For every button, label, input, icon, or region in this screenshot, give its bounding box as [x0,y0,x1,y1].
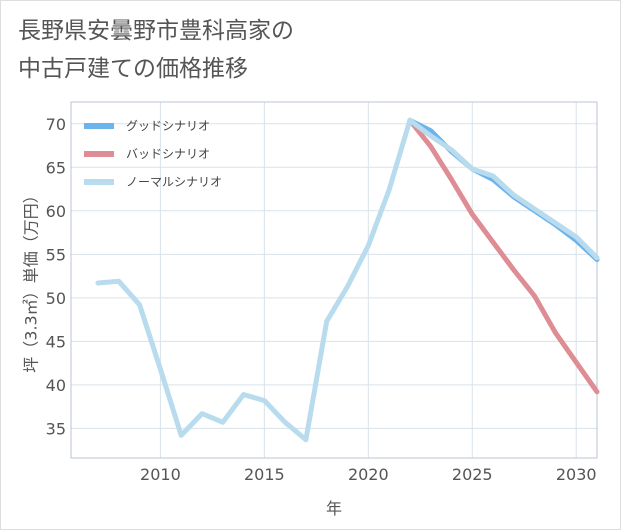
grid-lines [71,102,597,458]
chart-title-line-2: 中古戸建ての価格推移 [18,56,248,82]
y-tick-label: 45 [46,332,66,351]
y-tick-label: 55 [46,245,66,264]
chart-title: 長野県安曇野市豊科高家の 中古戸建ての価格推移 [18,12,294,88]
x-tick-label: 2025 [452,465,493,484]
x-axis-label: 年 [326,499,342,518]
series-line-normal [95,117,600,443]
x-tick-label: 2030 [556,465,597,484]
y-tick-label: 65 [46,158,66,177]
y-axis-ticks: 35 40 45 50 55 60 65 70 [46,115,66,439]
legend-good-label: グッドシナリオ [126,119,210,133]
x-axis-ticks: 2010 2015 2020 2025 2030 [140,465,597,484]
y-axis-label: 坪（3.3㎡）単価（万円） [22,187,41,372]
x-tick-label: 2010 [140,465,181,484]
y-tick-label: 60 [46,202,66,221]
y-tick-label: 70 [46,115,66,134]
y-tick-label: 50 [46,289,66,308]
x-tick-label: 2020 [348,465,389,484]
legend-normal-label: ノーマルシナリオ [126,175,222,189]
legend-bad-label: バッドシナリオ [126,147,210,161]
y-tick-label: 35 [46,419,66,438]
chart-title-line-1: 長野県安曇野市豊科高家の [18,18,294,44]
x-tick-label: 2015 [244,465,285,484]
plot-area [70,101,598,459]
series-layer [95,117,600,443]
y-tick-label: 40 [46,376,66,395]
series-line-bad [407,117,600,395]
